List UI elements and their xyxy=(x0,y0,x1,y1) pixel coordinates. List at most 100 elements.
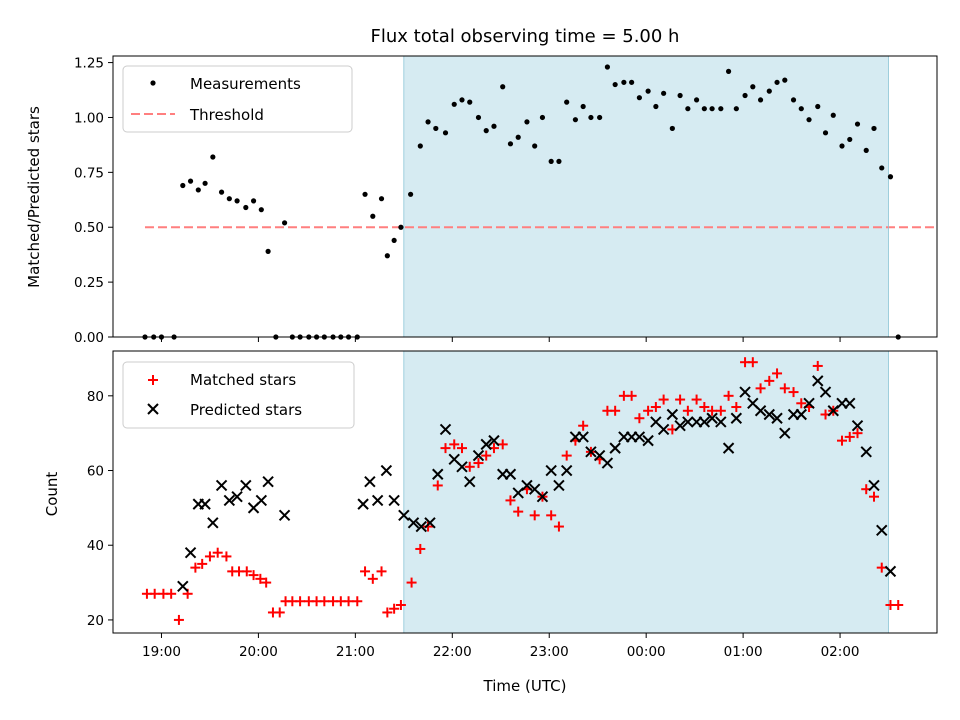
measurement-point xyxy=(621,79,627,85)
measurement-point xyxy=(180,182,186,189)
matched-stars-point xyxy=(415,543,426,554)
x-tick-label: 00:00 xyxy=(627,644,666,660)
matched-stars-point xyxy=(166,588,177,599)
measurement-point xyxy=(362,191,368,197)
predicted-stars-point xyxy=(601,457,614,469)
measurement-point xyxy=(733,106,739,112)
predicted-stars-point xyxy=(464,476,476,488)
predicted-stars-point xyxy=(754,405,767,417)
matched-stars-point xyxy=(610,405,621,416)
legend-matched-marker xyxy=(148,375,158,385)
predicted-stars-point xyxy=(184,546,197,559)
ratio-legend-box xyxy=(122,65,353,133)
measurement-point xyxy=(879,165,885,171)
matched-stars-point xyxy=(204,551,215,562)
measurement-point xyxy=(629,79,635,85)
measurement-point xyxy=(451,101,457,107)
matched-stars-point xyxy=(432,480,443,491)
matched-stars-point xyxy=(755,383,766,394)
matched-stars-point xyxy=(658,394,669,405)
measurement-point xyxy=(782,77,788,83)
observing-window-span xyxy=(403,56,889,337)
y-tick-label: 1.00 xyxy=(74,110,104,126)
predicted-stars-point xyxy=(521,479,533,492)
matched-stars-point xyxy=(190,562,201,573)
count-legend: Matched stars Predicted stars xyxy=(122,361,355,429)
matched-stars-point xyxy=(212,547,223,558)
predicted-stars-point xyxy=(231,490,243,503)
measurement-point xyxy=(425,119,431,125)
predicted-stars-point xyxy=(504,468,517,480)
matched-stars-point xyxy=(395,599,406,610)
measurement-point xyxy=(195,187,201,193)
matched-stars-point xyxy=(764,375,775,386)
matched-stars-point xyxy=(529,510,540,521)
measurement-point xyxy=(806,117,812,123)
y-tick-label: 80 xyxy=(87,389,104,405)
measurement-point xyxy=(370,213,376,219)
matched-stars-point xyxy=(876,562,887,573)
predicted-stars-point xyxy=(207,517,219,529)
matched-stars-point xyxy=(650,402,661,413)
matched-stars-point xyxy=(319,596,330,607)
predicted-stars-point xyxy=(398,509,410,522)
predicted-stars-point xyxy=(819,386,832,398)
matched-stars-point xyxy=(406,577,417,588)
measurement-point xyxy=(524,119,530,125)
predicted-stars-point xyxy=(215,479,228,492)
matched-stars-point xyxy=(553,521,564,532)
matched-stars-point xyxy=(423,521,434,532)
predicted-stars-point xyxy=(255,494,268,507)
matched-stars-point xyxy=(852,428,863,439)
measurement-point xyxy=(483,128,489,134)
y-tick-label: 1.25 xyxy=(74,56,104,72)
x-tick-label: 20:00 xyxy=(239,644,278,660)
measurement-point xyxy=(226,196,232,202)
measurement-point xyxy=(830,112,836,118)
measurement-point xyxy=(398,224,404,230)
predicted-stars-point xyxy=(177,580,189,593)
matched-stars-point xyxy=(707,405,718,416)
measurement-point xyxy=(725,68,732,74)
measurement-point xyxy=(258,207,264,213)
predicted-stars-point xyxy=(199,498,211,510)
matched-stars-point xyxy=(699,402,710,413)
x-tick-label: 23:00 xyxy=(530,644,569,660)
measurement-point xyxy=(612,81,618,88)
measurement-point xyxy=(564,99,570,105)
measurement-point xyxy=(677,92,683,99)
x-axis-label: Time (UTC) xyxy=(483,677,567,695)
predicted-stars-point xyxy=(553,479,565,492)
measurement-point xyxy=(597,114,603,121)
matched-stars-point xyxy=(513,506,524,517)
matched-stars-point xyxy=(248,570,259,581)
x-tick-label: 02:00 xyxy=(821,644,860,660)
predicted-stars-point xyxy=(480,438,492,451)
predicted-stars-point xyxy=(739,386,751,398)
legend-predicted-label: Predicted stars xyxy=(190,401,302,419)
measurement-point xyxy=(854,121,861,127)
matched-stars-point xyxy=(505,495,516,506)
matched-stars-point xyxy=(836,435,847,446)
matched-stars-point xyxy=(561,450,572,461)
predicted-stars-point xyxy=(812,375,824,387)
measurement-point xyxy=(718,106,724,112)
count-panel: 20 40 60 80 19:00 20:00 21:00 22:00 23:00 00:00 0… xyxy=(43,350,938,695)
matched-stars-point xyxy=(682,405,693,416)
measurement-point xyxy=(774,79,780,85)
measurement-point xyxy=(839,143,845,149)
y-tick-label: 0.00 xyxy=(74,330,104,346)
predicted-stars-point xyxy=(585,446,597,458)
measurement-point xyxy=(491,123,497,129)
matched-stars-point xyxy=(440,443,451,454)
measurement-point xyxy=(822,130,829,136)
matched-stars-point xyxy=(481,450,492,461)
chart-title: Flux total observing time = 5.00 h xyxy=(371,26,680,47)
predicted-stars-point xyxy=(488,434,500,447)
matched-stars-point xyxy=(241,566,252,577)
predicted-stars-point xyxy=(371,494,384,507)
ratio-y-axis-label: Matched/Predicted stars xyxy=(25,106,43,288)
predicted-stars-point xyxy=(278,509,291,522)
matched-stars-point xyxy=(844,431,855,442)
predicted-stars-point xyxy=(795,408,807,421)
